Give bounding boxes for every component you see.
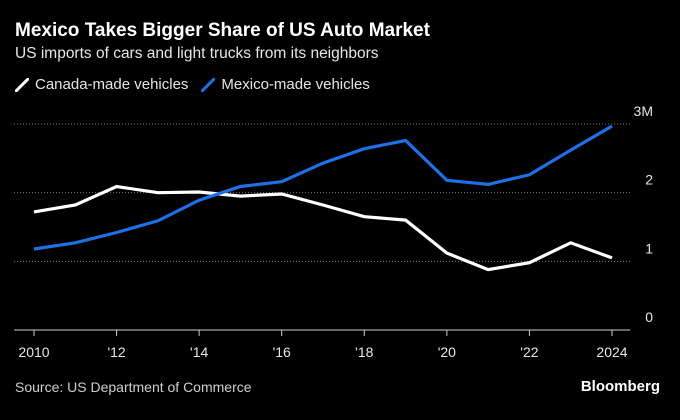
legend-item-canada: Canada-made vehicles bbox=[15, 76, 188, 93]
legend-item-mexico: Mexico-made vehicles bbox=[201, 76, 370, 93]
x-tick-label-2016: '16 bbox=[273, 344, 291, 360]
chart-title: Mexico Takes Bigger Share of US Auto Mar… bbox=[15, 20, 430, 41]
legend-label-canada: Canada-made vehicles bbox=[35, 76, 189, 93]
legend-swatch-canada bbox=[15, 77, 29, 92]
y-tick-label-0: 0 bbox=[645, 309, 653, 325]
chart-subtitle: US imports of cars and light trucks from… bbox=[15, 45, 379, 62]
legend: Canada-made vehicles Mexico-made vehicle… bbox=[15, 76, 383, 93]
legend-label-mexico: Mexico-made vehicles bbox=[221, 76, 370, 93]
x-tick-label-2014: '14 bbox=[190, 344, 208, 360]
x-tick-label-2012: '12 bbox=[107, 344, 125, 360]
x-tick-label-2010: 2010 bbox=[18, 344, 49, 360]
y-tick-label-1: 1 bbox=[645, 240, 653, 256]
series-line-mexico bbox=[33, 124, 613, 251]
y-tick-label-2: 2 bbox=[645, 172, 653, 188]
x-tick-label-2022: '22 bbox=[520, 344, 538, 360]
source-note: Source: US Department of Commerce bbox=[15, 379, 252, 395]
y-tick-label-3: 3M bbox=[634, 103, 653, 119]
x-tick-label-2018: '18 bbox=[355, 344, 373, 360]
x-tick-label-2024: 2024 bbox=[596, 344, 627, 360]
series-line-canada bbox=[33, 184, 613, 272]
legend-swatch-mexico bbox=[201, 77, 216, 92]
x-tick-label-2020: '20 bbox=[438, 344, 456, 360]
bloomberg-logo: Bloomberg bbox=[580, 378, 660, 395]
